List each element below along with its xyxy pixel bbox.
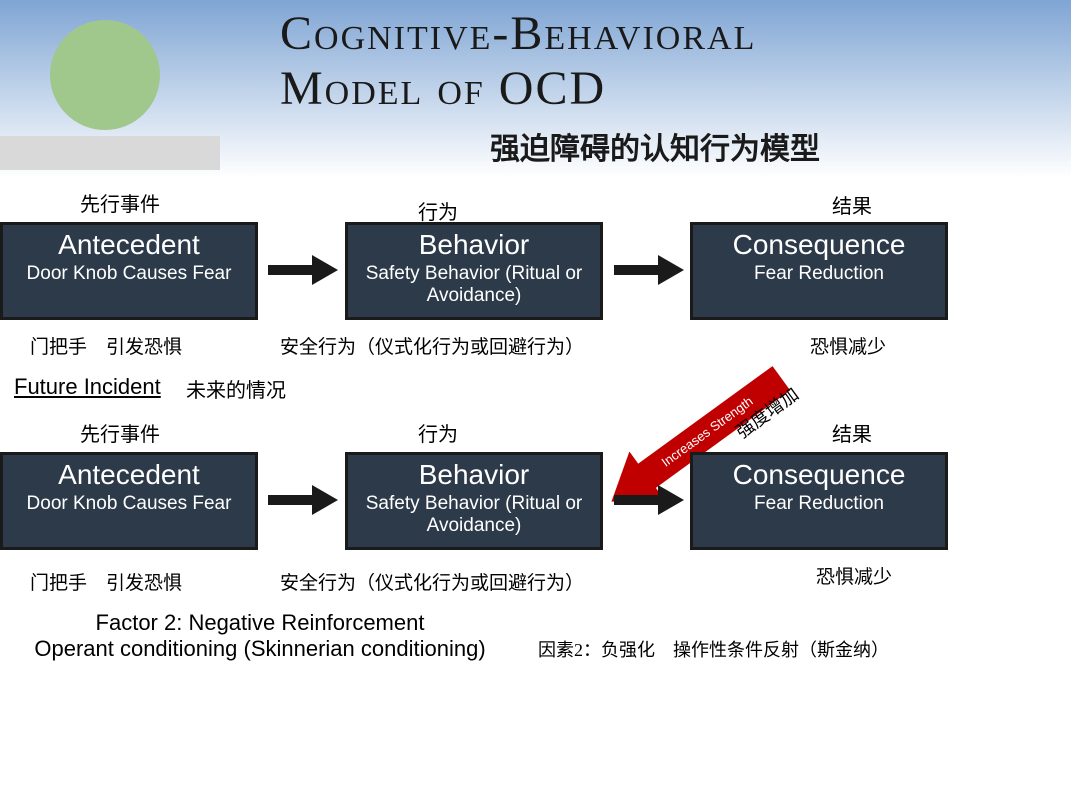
r1-behavior-title: Behavior	[354, 229, 594, 261]
r1-antecedent-cn-top: 先行事件	[80, 188, 160, 217]
title-line-1: Cognitive-Behavioral	[280, 7, 756, 60]
title-english: Cognitive-Behavioral Model of OCD	[280, 6, 756, 116]
factor-cn: 因素2：负强化 操作性条件反射（斯金纳）	[538, 636, 889, 662]
r1-consequence-title: Consequence	[699, 229, 939, 261]
r1-antecedent-cn-bottom: 门把手 引发恐惧	[30, 332, 182, 359]
r2-behavior-title: Behavior	[354, 459, 594, 491]
r2-consequence-title: Consequence	[699, 459, 939, 491]
title-chinese: 强迫障碍的认知行为模型	[490, 124, 820, 168]
r2-consequence-cn-top: 结果	[832, 418, 872, 447]
r1-consequence-body: Fear Reduction	[699, 263, 939, 285]
r1-antecedent-title: Antecedent	[9, 229, 249, 261]
r2-consequence-body: Fear Reduction	[699, 493, 939, 515]
future-incident-en: Future Incident	[14, 374, 161, 400]
factor-en-line1: Factor 2: Negative Reinforcement	[96, 610, 425, 635]
r2-antecedent-body: Door Knob Causes Fear	[9, 493, 249, 515]
arrow-r2-2	[614, 488, 684, 508]
r1-behavior-box: Behavior Safety Behavior (Ritual or Avoi…	[345, 222, 603, 320]
r1-antecedent-box: Antecedent Door Knob Causes Fear	[0, 222, 258, 320]
r2-antecedent-cn-bottom: 门把手 引发恐惧	[30, 568, 182, 595]
r2-consequence-cn-bottom: 恐惧减少	[816, 562, 892, 589]
accent-circle	[50, 20, 160, 130]
r2-consequence-box: Consequence Fear Reduction	[690, 452, 948, 550]
arrow-r1-1	[268, 258, 338, 278]
r1-behavior-body: Safety Behavior (Ritual or Avoidance)	[354, 263, 594, 307]
title-line-2: Model of OCD	[280, 62, 606, 115]
r2-behavior-cn-bottom: 安全行为（仪式化行为或回避行为）	[280, 568, 584, 595]
r2-behavior-body: Safety Behavior (Ritual or Avoidance)	[354, 493, 594, 537]
r1-behavior-cn-top: 行为	[418, 196, 458, 225]
factor-en: Factor 2: Negative Reinforcement Operant…	[0, 610, 520, 662]
r2-behavior-cn-top: 行为	[418, 418, 458, 447]
r1-behavior-cn-bottom: 安全行为（仪式化行为或回避行为）	[280, 332, 584, 359]
factor-en-line2: Operant conditioning (Skinnerian conditi…	[34, 636, 485, 661]
slide-header: Cognitive-Behavioral Model of OCD 强迫障碍的认…	[0, 0, 1071, 178]
r2-antecedent-title: Antecedent	[9, 459, 249, 491]
future-incident-cn: 未来的情况	[186, 374, 286, 403]
arrow-r1-2	[614, 258, 684, 278]
r1-antecedent-body: Door Knob Causes Fear	[9, 263, 249, 285]
r2-antecedent-box: Antecedent Door Knob Causes Fear	[0, 452, 258, 550]
r1-consequence-cn-top: 结果	[832, 190, 872, 219]
arrow-r2-1	[268, 488, 338, 508]
r1-consequence-cn-bottom: 恐惧减少	[810, 332, 886, 359]
r2-antecedent-cn-top: 先行事件	[80, 418, 160, 447]
r2-behavior-box: Behavior Safety Behavior (Ritual or Avoi…	[345, 452, 603, 550]
r1-consequence-box: Consequence Fear Reduction	[690, 222, 948, 320]
gray-strip	[0, 136, 220, 170]
